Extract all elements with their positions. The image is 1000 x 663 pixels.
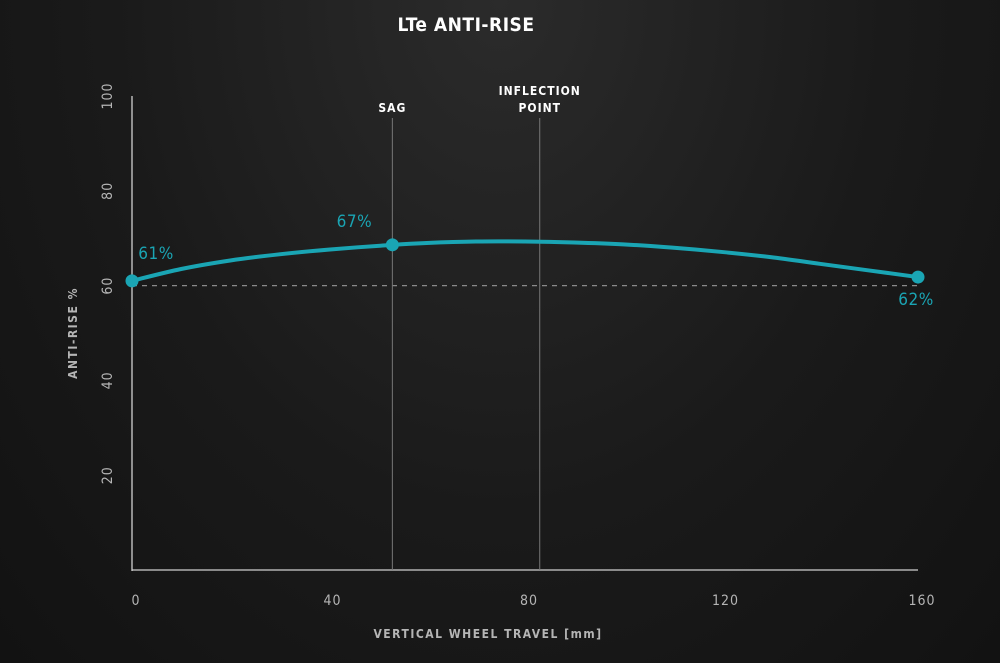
anti-rise-curve	[130, 239, 920, 283]
y-tick-label: 100	[100, 82, 116, 109]
y-tick-label: 80	[100, 182, 116, 200]
x-axis-label: VERTICAL WHEEL TRAVEL [mm]	[373, 627, 602, 641]
sag-marker-label: SAG	[378, 101, 406, 115]
y-axis-label: ANTI-RISE %	[66, 287, 80, 379]
data-point	[385, 238, 399, 252]
x-tick-label: 160	[908, 593, 935, 609]
x-tick-label: 80	[520, 593, 538, 609]
data-point	[911, 270, 925, 284]
chart-title: LTe ANTI-RISE	[397, 14, 534, 36]
x-tick-label: 120	[712, 593, 739, 609]
y-tick-label: 40	[100, 371, 116, 389]
inflection-marker-label: INFLECTION	[499, 84, 581, 98]
data-point	[125, 274, 139, 288]
data-label: 67%	[337, 212, 373, 232]
x-tick-label: 0	[131, 593, 140, 609]
data-label: 62%	[898, 290, 934, 310]
inflection-marker-label: POINT	[518, 101, 561, 115]
y-tick-label: 60	[100, 277, 116, 295]
x-tick-label: 40	[323, 593, 341, 609]
y-tick-label: 20	[100, 466, 116, 484]
data-label: 61%	[138, 244, 174, 264]
